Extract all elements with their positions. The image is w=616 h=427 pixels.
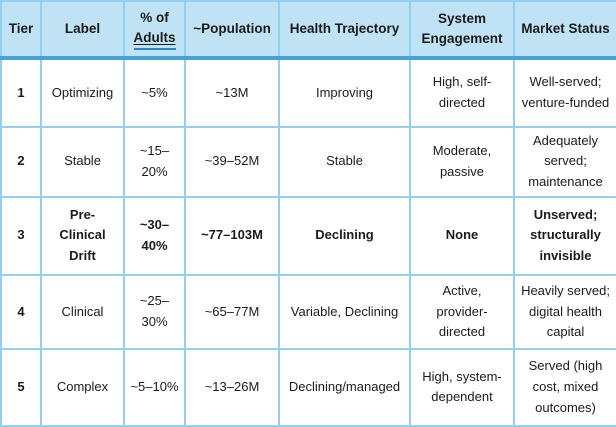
cell-pct: ~5% <box>123 57 186 128</box>
header-label: Label <box>40 0 125 60</box>
header-pct-line1: % of <box>140 9 169 25</box>
table-header-row: Tier Label % of Adults ~Population Health… <box>0 0 616 60</box>
cell-engagement: None <box>409 195 515 276</box>
header-system-engagement: System Engagement <box>409 0 515 60</box>
cell-pct: ~5–10% <box>123 347 186 427</box>
header-population: ~Population <box>184 0 280 60</box>
cell-population: ~65–77M <box>184 273 280 350</box>
cell-label: Stable <box>40 125 125 198</box>
table-row-tier-2: 2 Stable ~15–20% ~39–52M Stable Moderate… <box>0 125 616 198</box>
cell-engagement: Active, provider-directed <box>409 273 515 350</box>
cell-market: Well-served; venture-funded <box>513 57 616 128</box>
cell-population: ~77–103M <box>184 195 280 276</box>
header-health-trajectory: Health Trajectory <box>278 0 411 60</box>
cell-tier: 2 <box>0 125 42 198</box>
cell-engagement: High, self-directed <box>409 57 515 128</box>
cell-engagement: High, system-dependent <box>409 347 515 427</box>
cell-market: Unserved; structurally invisible <box>513 195 616 276</box>
cell-label: Complex <box>40 347 125 427</box>
cell-market: Served (high cost, mixed outcomes) <box>513 347 616 427</box>
cell-label: Optimizing <box>40 57 125 128</box>
cell-trajectory: Stable <box>278 125 411 198</box>
header-pct-of-adults: % of Adults <box>123 0 186 60</box>
cell-pct: ~25–30% <box>123 273 186 350</box>
table-row-tier-5: 5 Complex ~5–10% ~13–26M Declining/manag… <box>0 347 616 427</box>
cell-label: Pre-Clinical Drift <box>40 195 125 276</box>
cell-market: Adequately served; maintenance <box>513 125 616 198</box>
cell-engagement: Moderate, passive <box>409 125 515 198</box>
cell-trajectory: Declining/managed <box>278 347 411 427</box>
cell-trajectory: Variable, Declining <box>278 273 411 350</box>
cell-tier: 4 <box>0 273 42 350</box>
cell-market: Heavily served; digital health capital <box>513 273 616 350</box>
cell-label: Clinical <box>40 273 125 350</box>
header-market-status: Market Status <box>513 0 616 60</box>
cell-population: ~39–52M <box>184 125 280 198</box>
cell-tier: 1 <box>0 57 42 128</box>
header-tier: Tier <box>0 0 42 60</box>
cell-pct: ~15–20% <box>123 125 186 198</box>
cell-trajectory: Declining <box>278 195 411 276</box>
table-row-tier-4: 4 Clinical ~25–30% ~65–77M Variable, Dec… <box>0 273 616 350</box>
cell-pct: ~30–40% <box>123 195 186 276</box>
cell-population: ~13–26M <box>184 347 280 427</box>
cell-tier: 5 <box>0 347 42 427</box>
table-row-tier-1: 1 Optimizing ~5% ~13M Improving High, se… <box>0 57 616 128</box>
cell-tier: 3 <box>0 195 42 276</box>
table-row-tier-3: 3 Pre-Clinical Drift ~30–40% ~77–103M De… <box>0 195 616 276</box>
cell-population: ~13M <box>184 57 280 128</box>
header-pct-line2-underlined: Adults <box>133 30 176 51</box>
cell-trajectory: Improving <box>278 57 411 128</box>
